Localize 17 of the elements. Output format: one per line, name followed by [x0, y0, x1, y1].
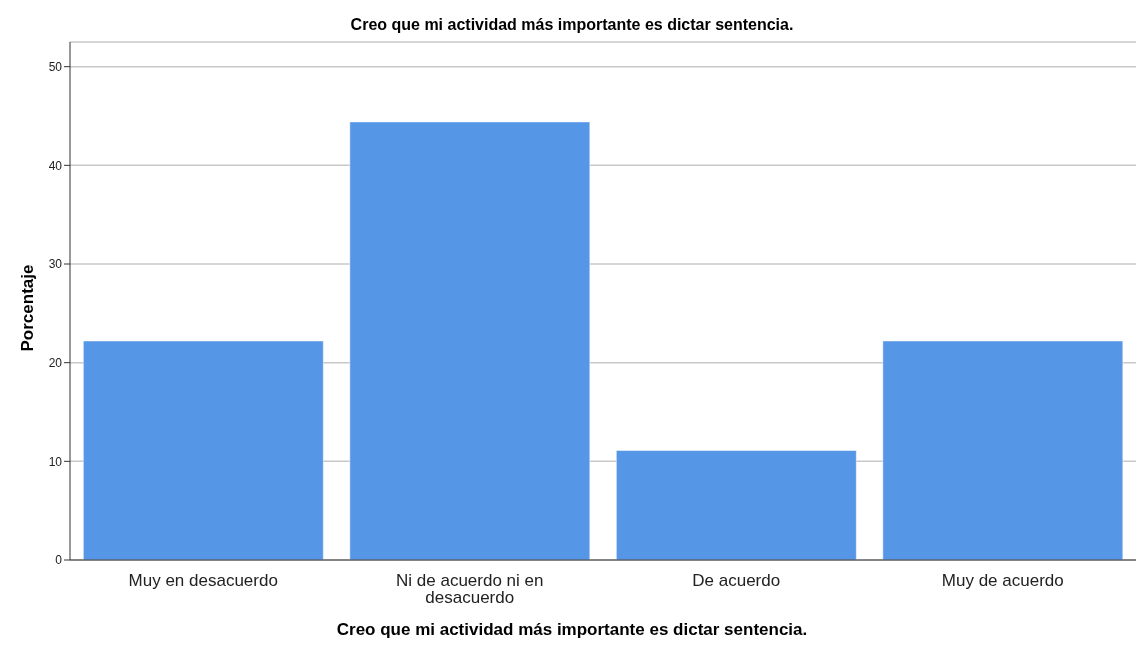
chart-title: Creo que mi actividad más importante es dictar sentencia. [349, 16, 795, 34]
y-tick-label: 40 [48, 158, 63, 173]
bar [349, 121, 591, 560]
y-tick-label: 50 [48, 59, 63, 74]
y-tick-label: 20 [48, 355, 63, 370]
bar [882, 340, 1124, 560]
x-tick-label: Muy de acuerdo [941, 571, 1064, 591]
y-tick-label: 10 [48, 454, 63, 469]
x-tick-label: Muy en desacuerdo [128, 571, 278, 591]
bar [615, 449, 857, 560]
x-tick-label: Ni de acuerdo ni en desacuerdo [396, 571, 544, 608]
x-tick-label: De acuerdo [692, 571, 781, 591]
y-tick-label: 0 [55, 553, 63, 568]
y-tick-label: 30 [48, 257, 63, 272]
bar [82, 340, 324, 560]
x-axis-title: Creo que mi actividad más importante es dictar sentencia. [335, 620, 809, 640]
y-axis-title: Porcentaje [18, 264, 38, 352]
